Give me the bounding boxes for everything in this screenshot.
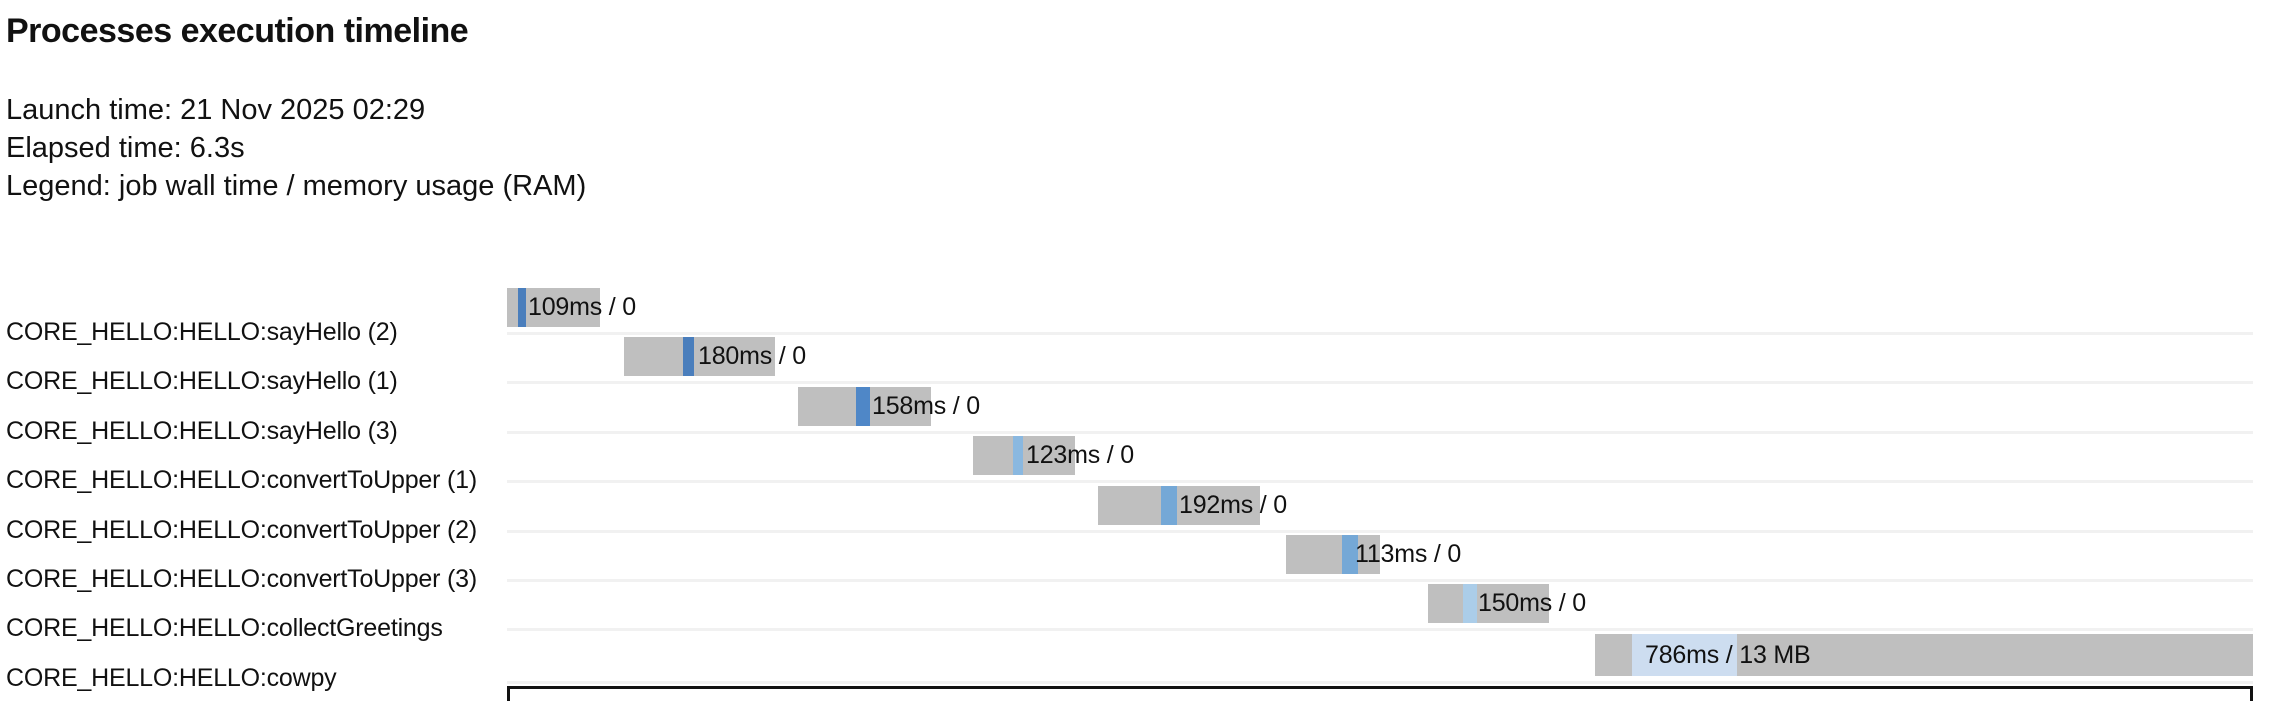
- row-separator-line: [507, 530, 2253, 533]
- run-time-stripe: [1013, 436, 1023, 475]
- run-time-stripe: [1463, 584, 1477, 623]
- task-value-label: 109ms / 0: [528, 293, 636, 321]
- task-value-label: 123ms / 0: [1026, 441, 1134, 469]
- legend-text: Legend: job wall time / memory usage (RA…: [6, 170, 587, 202]
- run-time-stripe: [1632, 634, 1737, 676]
- task-bar: [624, 337, 775, 376]
- process-name-label: CORE_HELLO:HELLO:convertToUpper (1): [6, 466, 477, 494]
- process-name-label: CORE_HELLO:HELLO:sayHello (1): [6, 367, 398, 395]
- task-value-label: 786ms / 13 MB: [1645, 640, 1811, 669]
- task-bar: [1428, 584, 1549, 623]
- task-bar: [1098, 486, 1260, 525]
- row-separator-line: [507, 480, 2253, 483]
- elapsed-time-text: Elapsed time: 6.3s: [6, 132, 245, 164]
- row-separator-line: [507, 381, 2253, 384]
- task-value-label: 150ms / 0: [1478, 589, 1586, 617]
- run-time-stripe: [856, 387, 870, 426]
- page-title: Processes execution timeline: [6, 12, 469, 50]
- task-bar: [507, 288, 600, 327]
- process-name-label: CORE_HELLO:HELLO:cowpy: [6, 664, 337, 692]
- task-bar: [798, 387, 931, 426]
- run-time-stripe: [1342, 535, 1358, 574]
- row-separator-line: [507, 431, 2253, 434]
- row-separator-line: [507, 681, 2253, 684]
- task-bar: [1286, 535, 1380, 574]
- run-time-stripe: [518, 288, 526, 327]
- run-time-stripe: [1161, 486, 1177, 525]
- task-bar: [973, 436, 1075, 475]
- task-value-label: 158ms / 0: [872, 392, 980, 420]
- report-info-block: Launch time: 21 Nov 2025 02:29 Elapsed t…: [6, 91, 586, 205]
- launch-time-text: Launch time: 21 Nov 2025 02:29: [6, 94, 426, 126]
- task-value-label: 180ms / 0: [698, 342, 806, 370]
- process-name-label: CORE_HELLO:HELLO:sayHello (2): [6, 318, 398, 346]
- task-value-label: 192ms / 0: [1179, 491, 1287, 519]
- time-axis-box: [507, 686, 2253, 701]
- process-name-label: CORE_HELLO:HELLO:collectGreetings: [6, 614, 443, 642]
- task-bar: [1595, 634, 2253, 676]
- run-time-stripe: [683, 337, 694, 376]
- row-separator-line: [507, 332, 2253, 335]
- process-name-label: CORE_HELLO:HELLO:convertToUpper (3): [6, 565, 477, 593]
- task-value-label: 113ms / 0: [1355, 540, 1462, 568]
- row-separator-line: [507, 579, 2253, 582]
- process-name-label: CORE_HELLO:HELLO:sayHello (3): [6, 417, 398, 445]
- row-separator-line: [507, 628, 2253, 631]
- process-name-label: CORE_HELLO:HELLO:convertToUpper (2): [6, 516, 477, 544]
